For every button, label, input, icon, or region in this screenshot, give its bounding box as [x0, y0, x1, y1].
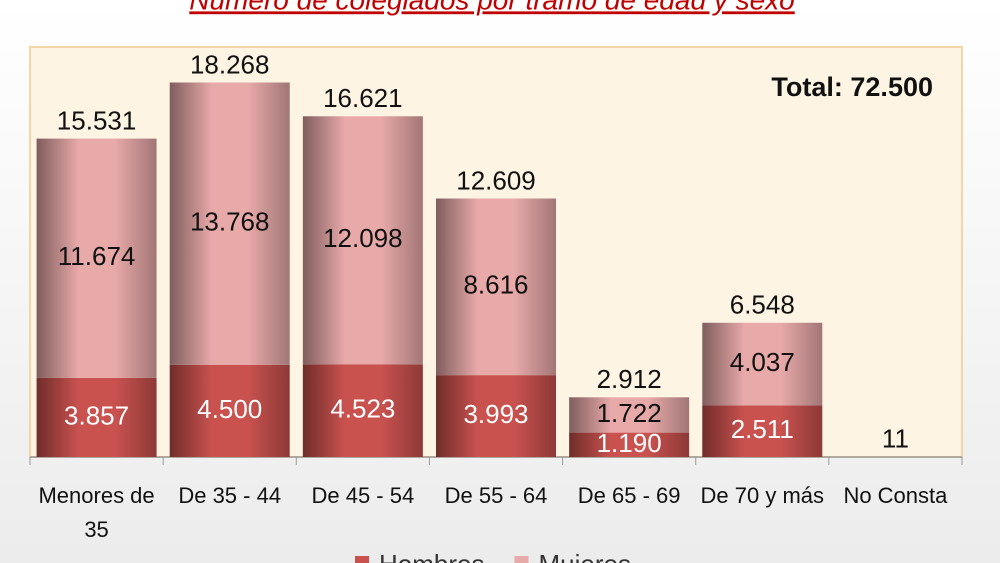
x-tick-label: De 65 - 69 — [577, 483, 681, 508]
x-tick-label: No Consta — [843, 483, 948, 508]
bar-segment — [169, 364, 290, 457]
legend-label: Mujeres — [538, 549, 630, 563]
x-tick-label: Menores de 35 — [38, 483, 155, 542]
bar-segment — [569, 397, 690, 433]
legend-swatch — [355, 556, 369, 563]
x-tick-label: De 35 - 44 — [178, 483, 282, 508]
segment-label: 4.037 — [730, 347, 795, 377]
segment-label: 4.500 — [197, 394, 262, 424]
bar-segment — [436, 198, 556, 376]
bar-segment — [702, 322, 823, 406]
bar-segment — [36, 377, 157, 457]
x-tick-label: De 70 y más — [700, 483, 825, 508]
legend-swatch — [514, 556, 529, 563]
segment-label: 4.523 — [330, 394, 395, 424]
segment-label: 13.768 — [190, 207, 270, 237]
segment-label: 11.674 — [58, 241, 136, 271]
x-tick-label: De 55 - 64 — [444, 483, 548, 508]
bar-segment — [302, 116, 423, 365]
segment-label: 1.190 — [597, 428, 662, 458]
total-label: 12.609 — [456, 165, 536, 195]
segment-label: 2.511 — [731, 414, 794, 444]
legend-label: Hombres — [379, 549, 484, 563]
total-label: 16.621 — [323, 83, 403, 113]
bar-segment — [702, 405, 823, 457]
segment-label: 3.857 — [64, 400, 129, 430]
total-label: 15.531 — [57, 105, 137, 135]
total-label: 6.548 — [730, 290, 795, 320]
segment-label: 12.098 — [323, 223, 403, 253]
segment-label: 1.722 — [597, 398, 662, 428]
chart-title: Número de colegiados por tramo de edad y… — [189, 0, 794, 15]
x-tick-label: De 45 - 54 — [311, 483, 415, 508]
bar-segment — [436, 375, 556, 457]
bar-segment — [569, 432, 690, 457]
bar-segment — [36, 138, 157, 378]
segment-label: 8.616 — [463, 270, 528, 300]
total-label: 11 — [882, 424, 909, 454]
bar-segment — [169, 82, 290, 365]
segment-label: 3.993 — [463, 399, 528, 429]
total-annotation: Total: 72.500 — [771, 72, 933, 102]
bar-segment — [302, 364, 423, 457]
total-label: 18.268 — [190, 49, 270, 79]
total-label: 2.912 — [597, 364, 662, 394]
